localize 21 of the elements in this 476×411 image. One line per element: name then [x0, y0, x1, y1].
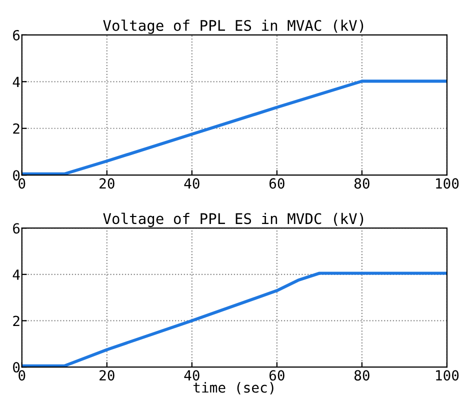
chart-title: Voltage of PPL ES in MVAC (kV)	[103, 20, 364, 34]
y-tick-label: 4	[12, 76, 20, 87]
chart-title: Voltage of PPL ES in MVDC (kV)	[103, 212, 364, 228]
x-tick-label: 80	[354, 178, 370, 189]
y-tick-label: 2	[13, 123, 20, 134]
x-axis-title: time (sec)	[194, 382, 274, 394]
x-tick-label: 40	[184, 178, 200, 189]
y-tick-label: 0	[13, 170, 20, 181]
y-tick-label: 0	[13, 362, 20, 373]
y-tick-label: 6	[13, 30, 20, 40]
y-tick-label: 4	[12, 270, 20, 280]
x-tick-label: 60	[269, 370, 284, 381]
x-tick-label: 80	[354, 370, 370, 381]
x-tick-label: 20	[100, 370, 114, 381]
x-tick-label: 100	[436, 178, 459, 189]
x-tick-label: 60	[269, 178, 284, 189]
y-tick-label: 2	[13, 316, 20, 326]
x-tick-label: 20	[100, 178, 114, 189]
x-tick-label: 100	[436, 370, 459, 381]
y-tick-label: 6	[13, 223, 20, 234]
x-tick-label: 40	[184, 370, 200, 381]
